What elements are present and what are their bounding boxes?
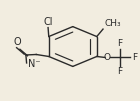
Text: F: F [132,53,137,62]
Text: O: O [14,37,21,47]
Text: CH₃: CH₃ [104,19,121,28]
Text: F: F [117,67,122,76]
Text: Cl: Cl [43,17,53,27]
Text: N⁻: N⁻ [28,59,40,69]
Text: O: O [104,53,111,62]
Text: F: F [117,38,122,47]
